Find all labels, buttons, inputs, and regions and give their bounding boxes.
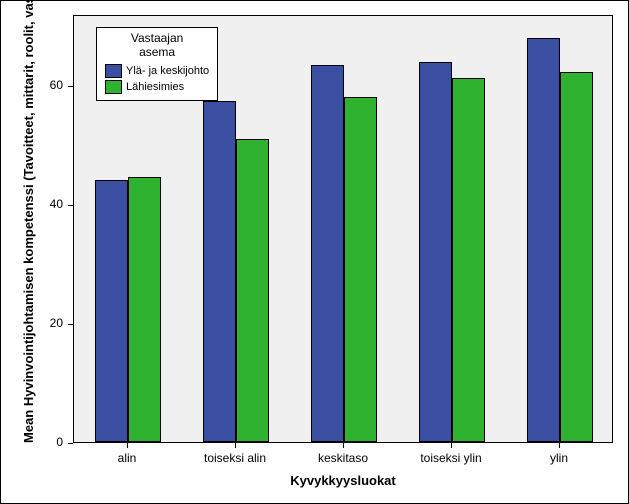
x-tick-label: keskitaso [318,451,368,465]
legend-swatch [105,80,122,94]
legend-label: Lähiesimies [126,81,184,93]
bar [311,65,344,442]
bar [95,180,128,442]
y-tick-label: 60 [33,78,63,92]
x-tick [343,443,344,448]
y-tick [68,86,73,87]
bar [419,62,452,442]
x-tick [235,443,236,448]
x-tick [127,443,128,448]
x-tick-label: alin [118,451,137,465]
chart-figure: 0 20 40 60 alin toiseksi alin keskitaso toisek… [0,0,629,504]
x-axis-label: Kyvykkyysluokat [73,473,613,488]
y-axis-label: Mean Hyvinvointijohtamisen kompetenssi (… [21,15,36,443]
legend-item: Ylä- ja keskijohto [105,64,209,78]
x-tick-label: toiseksi ylin [420,451,481,465]
x-tick-label: toiseksi alin [204,451,266,465]
bar [452,78,485,442]
y-tick-label: 40 [33,197,63,211]
bar [236,139,269,442]
legend-label: Ylä- ja keskijohto [126,65,209,77]
legend-title: Vastaajanasema [105,32,209,60]
x-tick [559,443,560,448]
y-tick [68,205,73,206]
legend: Vastaajanasema Ylä- ja keskijohto Lähiesi… [96,27,218,101]
y-tick [68,324,73,325]
bar [344,97,377,442]
x-tick-label: ylin [550,451,568,465]
bar [128,177,161,442]
legend-item: Lähiesimies [105,80,209,94]
x-tick [451,443,452,448]
bar [203,101,236,442]
y-tick-label: 0 [33,435,63,449]
y-tick-label: 20 [33,316,63,330]
y-tick [68,443,73,444]
bar [527,38,560,442]
legend-swatch [105,64,122,78]
bar [560,72,593,442]
